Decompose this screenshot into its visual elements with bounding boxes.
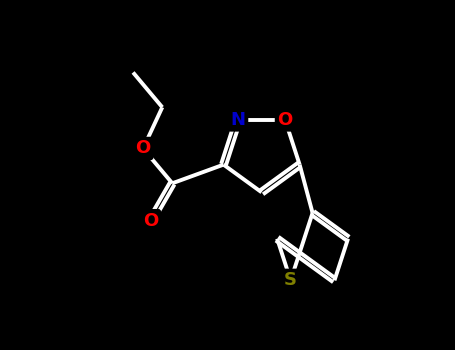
Text: S: S <box>284 271 297 289</box>
Text: O: O <box>278 111 293 129</box>
Text: O: O <box>143 212 158 230</box>
Text: N: N <box>231 111 246 129</box>
Text: O: O <box>136 139 151 158</box>
